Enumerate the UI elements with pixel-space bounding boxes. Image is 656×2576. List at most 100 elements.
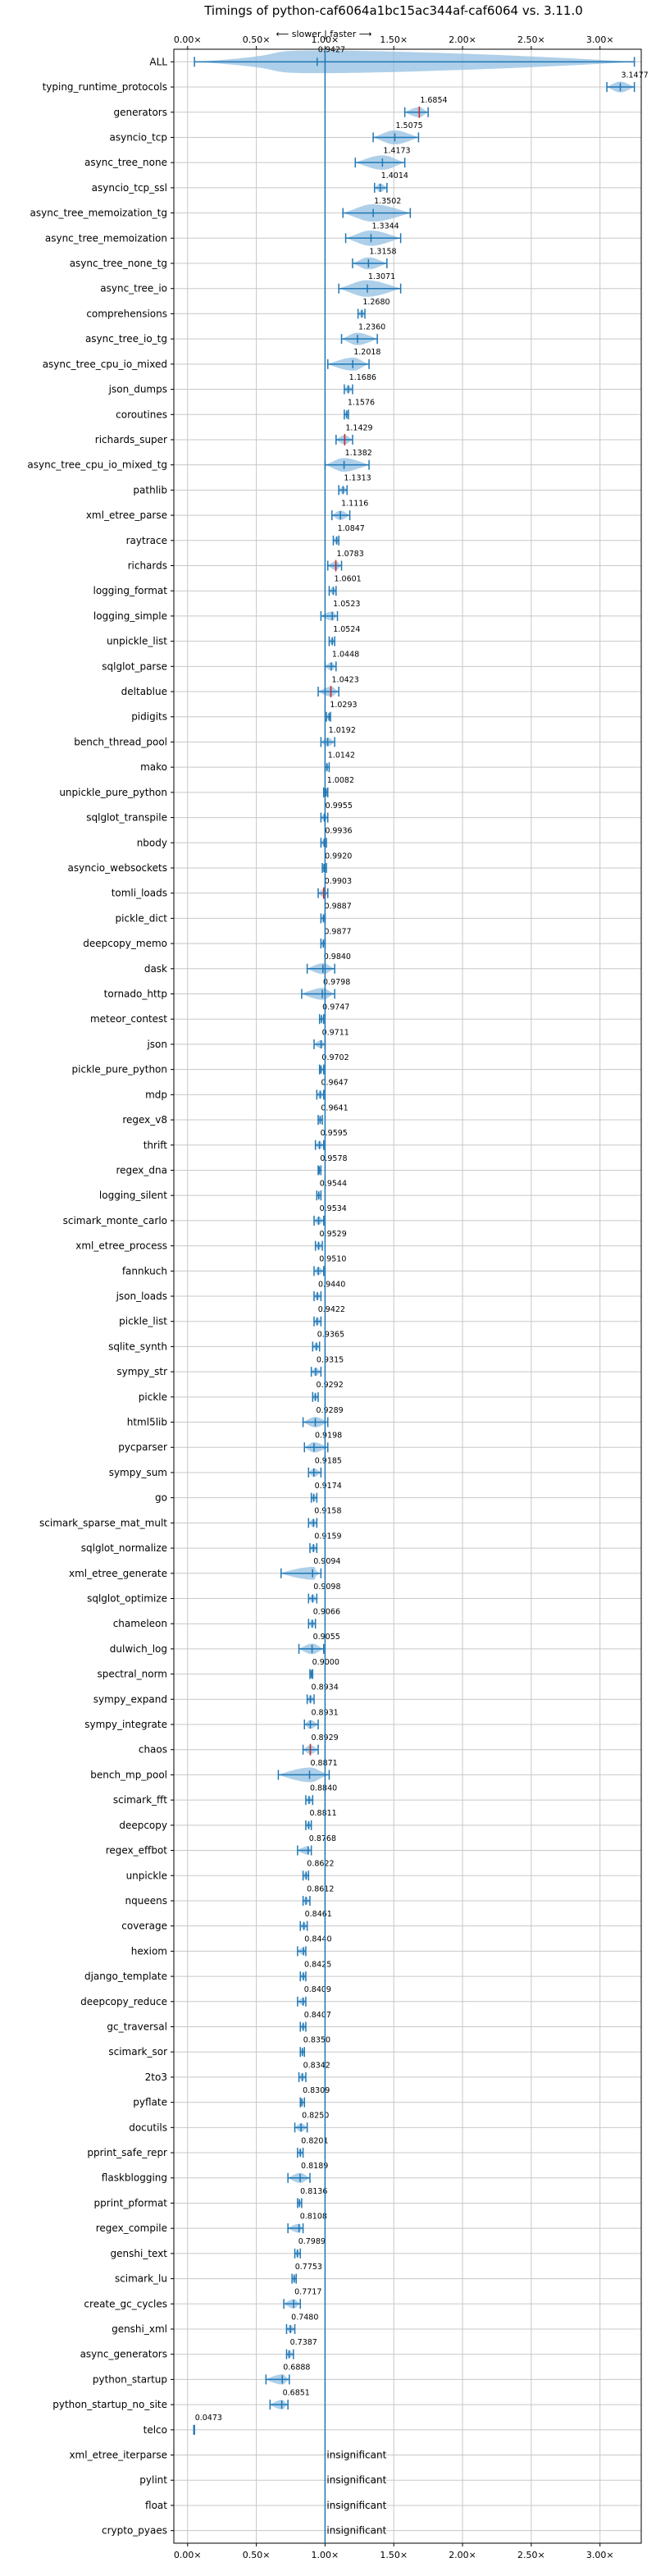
row-label: xml_etree_generate (69, 1568, 167, 1579)
value-label: 0.6851 (283, 2388, 310, 2397)
row-label: docutils (129, 2122, 167, 2133)
value-label: 0.8461 (305, 1910, 332, 1919)
value-label: 0.9158 (314, 1507, 341, 1516)
value-label: 0.9055 (313, 1633, 340, 1642)
row-label: sqlglot_normalize (81, 1542, 167, 1554)
value-label: 1.1686 (349, 373, 376, 382)
value-label: 1.2680 (362, 298, 390, 307)
x-tick-label: 2.50× (517, 2550, 545, 2560)
value-label: 0.7717 (294, 2288, 321, 2297)
row-label: bench_mp_pool (90, 1769, 167, 1780)
value-label: 0.8811 (309, 1809, 336, 1818)
x-tick-label: 2.50× (517, 34, 545, 45)
row-label: generators (113, 107, 167, 118)
value-label: 0.8136 (300, 2187, 327, 2196)
row-label: async_tree_none (84, 157, 167, 168)
value-label: 0.8440 (304, 1935, 331, 1944)
row-label: async_tree_io_tg (85, 333, 167, 345)
row-label: richards_super (95, 434, 167, 445)
row-label: coverage (121, 1921, 167, 1932)
row-label: genshi_xml (112, 2323, 167, 2335)
row-label: python_startup (93, 2373, 167, 2385)
row-label: regex_effbot (106, 1845, 168, 1857)
x-tick-label: 0.00× (174, 2550, 202, 2560)
value-label: 1.1313 (344, 474, 371, 483)
value-label: 0.8350 (303, 2036, 330, 2045)
value-label: 0.8612 (307, 1884, 334, 1893)
value-label: 1.0448 (332, 651, 359, 660)
value-label: 0.9292 (317, 1381, 344, 1390)
row-label: logging_format (93, 585, 167, 596)
row-label: python_startup_no_site (52, 2399, 167, 2410)
value-label: 0.7480 (291, 2313, 318, 2322)
row-label: deepcopy (119, 1820, 167, 1831)
value-label: 0.9955 (326, 802, 353, 811)
row-label: comprehensions (86, 308, 167, 319)
x-tick-label: 3.00× (586, 2550, 614, 2560)
row-label: sqlite_synth (108, 1341, 167, 1352)
row-label: scimark_fft (113, 1794, 167, 1806)
row-label: raytrace (126, 535, 167, 546)
row-label: float (145, 2500, 167, 2511)
row-label: sqlglot_parse (102, 660, 167, 672)
row-label: go (155, 1492, 167, 1504)
row-label: html5lib (127, 1417, 167, 1428)
value-label: 0.8871 (310, 1759, 337, 1768)
value-label: 1.3502 (374, 197, 401, 206)
row-label: django_template (84, 1971, 167, 1982)
row-label: pprint_safe_repr (87, 2147, 167, 2158)
value-label: 0.9595 (321, 1129, 348, 1138)
x-tick-label: 0.00× (174, 34, 202, 45)
value-label: 0.9315 (317, 1355, 344, 1364)
row-label: pidigits (131, 711, 167, 723)
row-label: pyflate (133, 2097, 167, 2108)
x-tick-label: 3.00× (586, 34, 614, 45)
value-label: 1.1576 (348, 399, 375, 408)
row-label: spectral_norm (97, 1669, 167, 1680)
value-label: 0.7753 (295, 2263, 322, 2272)
value-label: 0.8250 (302, 2112, 329, 2121)
x-tick-label: 0.50× (243, 34, 271, 45)
value-label: 0.7989 (298, 2237, 326, 2246)
x-tick-label: 1.50× (380, 34, 408, 45)
value-label: 0.9702 (321, 1053, 348, 1062)
row-label: tomli_loads (112, 888, 167, 899)
value-label: 0.9159 (314, 1532, 341, 1541)
value-label: 1.1429 (345, 423, 372, 432)
row-label: coroutines (116, 409, 167, 420)
value-label: 1.3071 (368, 272, 395, 281)
value-label: 1.2360 (358, 322, 385, 331)
value-label: 0.9440 (318, 1280, 345, 1289)
x-tick-label: 1.00× (312, 34, 339, 45)
value-label: 0.9877 (324, 927, 351, 936)
insignificant-label: insignificant (326, 2474, 386, 2486)
value-label: 1.0192 (329, 726, 356, 735)
value-label: 1.0783 (337, 550, 364, 559)
row-label: pycparser (118, 1441, 167, 1453)
row-label: telco (144, 2424, 167, 2436)
row-label: deepcopy_reduce (80, 1996, 167, 2007)
value-label: 0.9098 (313, 1583, 340, 1592)
row-label: thrift (144, 1140, 168, 1151)
row-label: async_tree_io (100, 283, 167, 295)
row-label: async_tree_none_tg (70, 258, 167, 269)
value-label: 0.8189 (301, 2162, 328, 2171)
chart-subtitle: ⟵ slower | faster ⟶ (276, 29, 372, 39)
value-label: 0.8309 (303, 2086, 330, 2095)
x-tick-label: 1.50× (380, 2550, 408, 2560)
value-label: 1.1116 (341, 499, 368, 508)
value-label: 0.9427 (318, 46, 345, 55)
row-label: pprint_pformat (94, 2197, 168, 2208)
value-label: 0.8407 (304, 2011, 331, 2020)
row-label: mdp (145, 1089, 167, 1100)
row-label: sqlglot_transpile (86, 812, 167, 824)
value-label: 0.9903 (325, 877, 352, 886)
bottom-axis: 0.00× 0.50× 1.00× 1.50× 2.00× 2.50× 3.00× (174, 2543, 614, 2560)
value-label: 0.9747 (322, 1003, 349, 1012)
row-label: ALL (149, 56, 167, 67)
row-label: regex_dna (116, 1164, 167, 1176)
row-label: dask (144, 963, 167, 975)
value-label: 0.9544 (320, 1180, 347, 1189)
row-label: gc_traversal (107, 2021, 167, 2033)
x-tick-label: 1.00× (312, 2550, 339, 2560)
